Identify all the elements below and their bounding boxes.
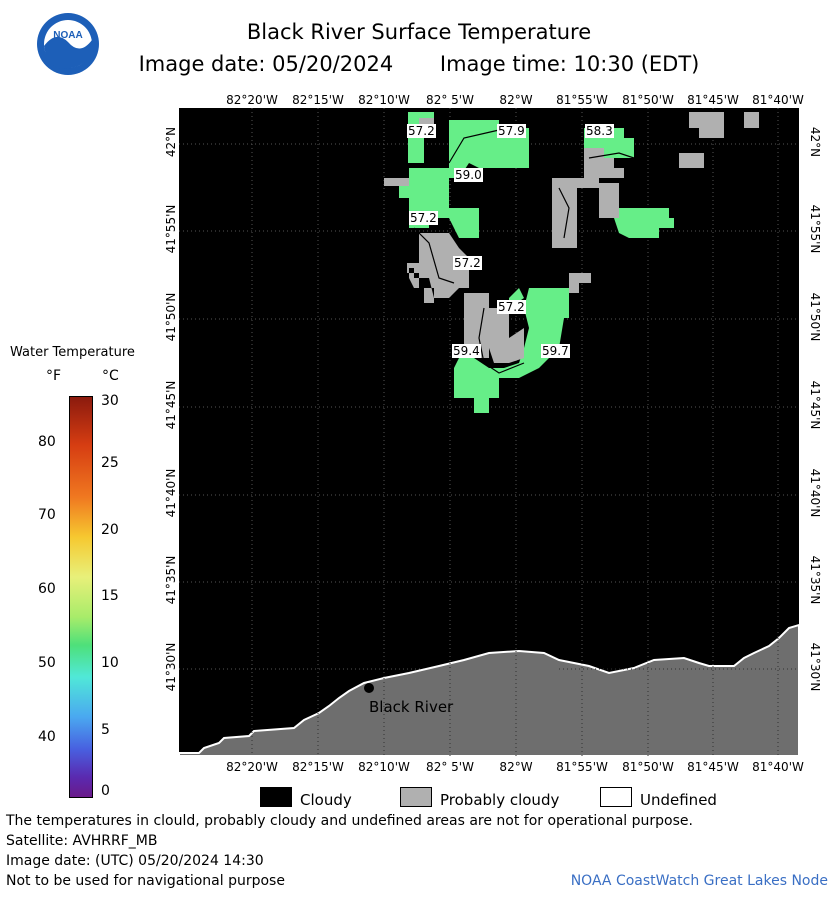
lat-tick: 41°35'N (164, 555, 178, 605)
black-river-marker (364, 683, 374, 693)
temperature-colorbar (69, 396, 93, 798)
lon-tick: 81°45'W (687, 760, 739, 774)
image-time: Image time: 10:30 (EDT) (439, 52, 700, 76)
satellite-text: Satellite: AVHRRF_MB (6, 833, 158, 849)
lon-tick: 82°15'W (292, 93, 344, 107)
cloudy-label: Cloudy (300, 791, 352, 809)
cloudy-swatch (260, 787, 292, 807)
temp-label: 57.2 (409, 211, 438, 225)
c-tick: 30 (101, 393, 119, 409)
lon-tick: 81°40'W (752, 760, 804, 774)
temperature-map (179, 108, 799, 756)
f-tick: 50 (38, 655, 56, 671)
land-graticule (251, 638, 799, 756)
lon-tick: 82°10'W (358, 93, 410, 107)
f-tick: 60 (38, 581, 56, 597)
c-tick: 5 (101, 722, 110, 738)
utc-date-text: Image date: (UTC) 05/20/2024 14:30 (6, 853, 264, 869)
land-area (179, 623, 799, 756)
lon-tick: 81°45'W (687, 93, 739, 107)
legend-unit-c: °C (102, 368, 119, 384)
lon-tick: 81°50'W (622, 760, 674, 774)
temp-label: 57.2 (497, 300, 526, 314)
noaa-logo: NOAA (37, 13, 99, 75)
temp-label: 59.4 (452, 344, 481, 358)
lat-tick: 41°50'N (164, 292, 178, 342)
lat-tick: 41°55'N (808, 204, 822, 254)
temp-label: 57.2 (453, 256, 482, 270)
lon-tick: 81°50'W (622, 93, 674, 107)
image-date-line: Image date: 05/20/2024 Image time: 10:30… (0, 52, 838, 76)
c-tick: 15 (101, 588, 119, 604)
c-tick: 0 (101, 783, 110, 799)
lon-tick: 82°20'W (226, 93, 278, 107)
legend-unit-f: °F (46, 368, 62, 384)
lon-tick: 82°20'W (226, 760, 278, 774)
f-tick: 70 (38, 507, 56, 523)
image-date: Image date: 05/20/2024 (138, 52, 394, 76)
lat-tick: 42°N (808, 126, 822, 158)
nav-warning-text: Not to be used for navigational purpose (6, 873, 285, 889)
lon-tick: 82° 5'W (426, 93, 474, 107)
lat-tick: 41°45'N (164, 380, 178, 430)
temp-label: 57.2 (407, 124, 436, 138)
svg-text:NOAA: NOAA (53, 30, 82, 41)
lat-tick: 41°30'N (164, 642, 178, 692)
temp-label: 57.9 (497, 124, 526, 138)
cloud-cover-area (179, 108, 799, 756)
probably-cloudy-patches (384, 112, 759, 363)
probably-cloudy-swatch (400, 787, 432, 807)
temp-label: 59.7 (541, 344, 570, 358)
lon-tick: 82° 5'W (426, 760, 474, 774)
disclaimer-text: The temperatures in clould, probably clo… (6, 813, 693, 829)
place-label-black-river: Black River (369, 698, 454, 716)
lat-tick: 41°40'N (808, 468, 822, 518)
lat-tick: 42°N (164, 126, 178, 158)
temp-label: 58.3 (585, 124, 614, 138)
lon-tick: 82°W (499, 760, 533, 774)
lat-tick: 41°40'N (164, 468, 178, 518)
f-tick: 80 (38, 434, 56, 450)
f-tick: 40 (38, 729, 56, 745)
lon-tick: 82°10'W (358, 760, 410, 774)
probably-cloudy-label: Probably cloudy (440, 791, 560, 809)
lon-tick: 81°40'W (752, 93, 804, 107)
isotherm-contours (413, 129, 635, 374)
lon-tick: 82°15'W (292, 760, 344, 774)
chart-title: Black River Surface Temperature (246, 20, 592, 44)
lat-tick: 41°45'N (808, 380, 822, 430)
lat-tick: 41°55'N (164, 204, 178, 254)
c-tick: 25 (101, 455, 119, 471)
credit-text: NOAA CoastWatch Great Lakes Node (570, 873, 828, 889)
undefined-label: Undefined (640, 791, 717, 809)
lon-tick: 81°55'W (556, 93, 608, 107)
legend-title: Water Temperature (10, 345, 135, 360)
c-tick: 10 (101, 655, 119, 671)
lon-tick: 81°55'W (556, 760, 608, 774)
lon-tick: 82°W (499, 93, 533, 107)
lat-tick: 41°50'N (808, 292, 822, 342)
undefined-swatch (600, 787, 632, 807)
temp-label: 59.0 (454, 168, 483, 182)
lat-tick: 41°35'N (808, 555, 822, 605)
c-tick: 20 (101, 522, 119, 538)
lat-tick: 41°30'N (808, 642, 822, 692)
